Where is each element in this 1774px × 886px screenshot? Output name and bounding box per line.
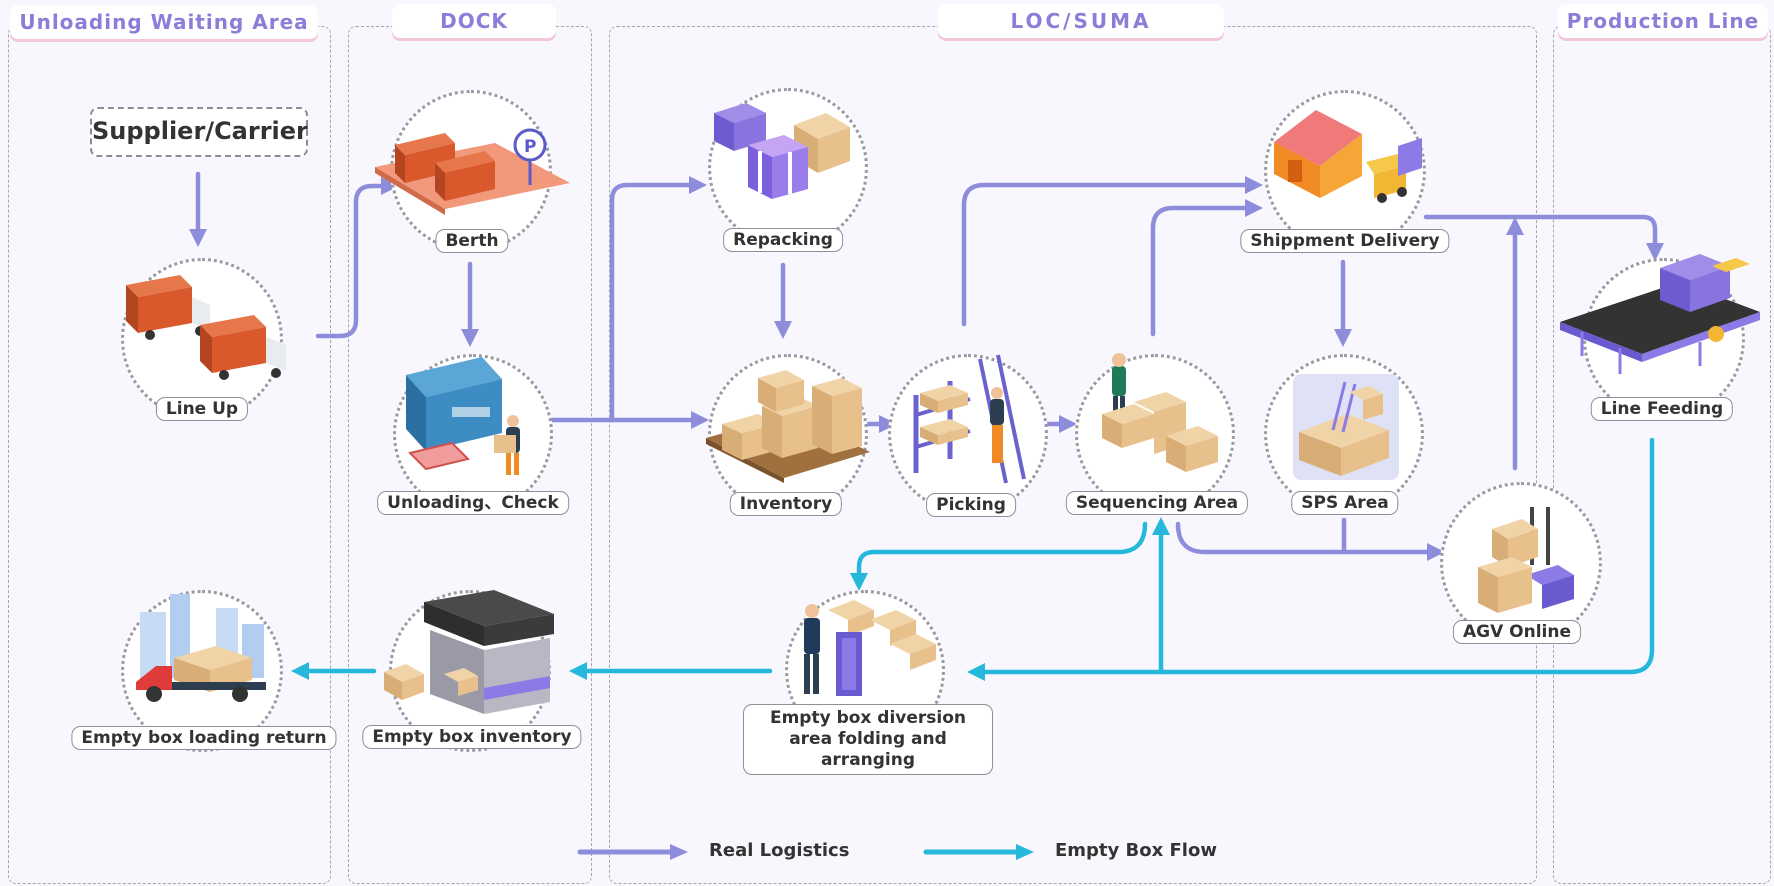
label-line-feeding: Line Feeding bbox=[1590, 397, 1734, 421]
lane-title-loc-suma: LOC/SUMA bbox=[938, 4, 1224, 38]
arrow-linefeeding-to-diversion bbox=[967, 437, 1655, 681]
line-feeding-conveyor-icon bbox=[1560, 254, 1760, 374]
legend-empty-box-flow-arrow bbox=[923, 844, 1034, 860]
agv-robot-icon bbox=[1478, 507, 1574, 613]
arrow-unloading-to-repacking bbox=[609, 176, 707, 423]
label-empty-box-diversion: Empty box diversion area folding and arr… bbox=[743, 704, 993, 775]
sps-area-box-icon bbox=[1293, 374, 1399, 480]
line-up-trucks-icon bbox=[126, 275, 286, 380]
label-berth: Berth bbox=[435, 229, 509, 253]
picking-shelf-icon bbox=[913, 354, 1026, 484]
label-empty-box-loading-return: Empty box loading return bbox=[71, 726, 337, 750]
label-agv-online: AGV Online bbox=[1452, 620, 1582, 644]
label-sequencing-area: Sequencing Area bbox=[1065, 491, 1249, 515]
arrow-lineup-to-berth bbox=[315, 177, 399, 339]
label-picking: Picking bbox=[926, 493, 1016, 517]
label-sps-area: SPS Area bbox=[1291, 491, 1399, 515]
repacking-boxes-icon bbox=[714, 103, 850, 199]
arrow-sequencing-to-agv bbox=[1175, 521, 1445, 561]
unloading-van-icon bbox=[406, 357, 520, 475]
label-line-up: Line Up bbox=[155, 397, 249, 421]
empty-box-return-truck-icon bbox=[136, 594, 266, 702]
arrow-sequencing-to-diversion bbox=[850, 521, 1148, 591]
label-repacking: Repacking bbox=[723, 228, 843, 252]
label-empty-box-inventory: Empty box inventory bbox=[362, 725, 582, 749]
sequencing-boxes-icon bbox=[1102, 353, 1218, 472]
arrow-picking-to-shipment bbox=[961, 176, 1263, 327]
berth-trucks-icon: P bbox=[375, 128, 570, 215]
lane-title-unloading-waiting-area: Unloading Waiting Area bbox=[10, 5, 318, 39]
legend-empty-box-flow-label: Empty Box Flow bbox=[1055, 840, 1217, 861]
lane-title-dock: DOCK bbox=[392, 4, 556, 38]
label-unloading-check: Unloading、Check bbox=[377, 491, 569, 515]
legend-real-logistics-arrow bbox=[577, 844, 688, 860]
label-shipment-delivery: Shippment Delivery bbox=[1240, 229, 1450, 253]
shipment-warehouse-icon bbox=[1274, 110, 1422, 203]
label-inventory: Inventory bbox=[729, 492, 843, 516]
empty-box-inventory-icon bbox=[384, 590, 554, 714]
legend-real-logistics-label: Real Logistics bbox=[709, 840, 850, 861]
inventory-boxes-icon bbox=[706, 370, 870, 483]
empty-box-diversion-icon bbox=[804, 600, 936, 696]
arrow-shipment-to-linefeeding bbox=[1423, 214, 1664, 261]
svg-text:P: P bbox=[524, 137, 536, 157]
lane-title-production-line: Production Line bbox=[1558, 4, 1768, 38]
arrow-sequencing-to-shipment bbox=[1150, 199, 1263, 337]
supplier-carrier-box: Supplier/Carrier bbox=[90, 107, 308, 157]
